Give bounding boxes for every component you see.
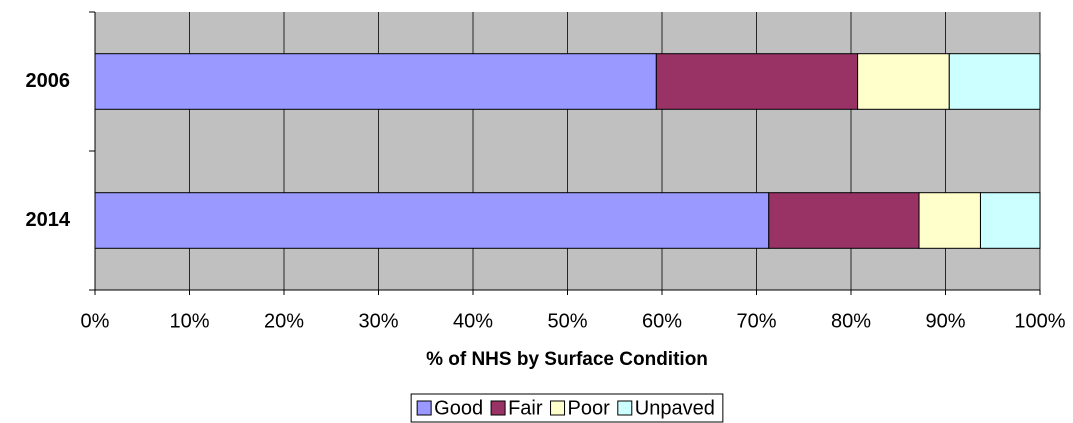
x-tick-label: 100% (1014, 310, 1065, 332)
legend-swatch (617, 400, 633, 416)
bar-segment (94, 53, 657, 110)
legend-label: Poor (568, 397, 611, 419)
bar-segment (655, 53, 859, 110)
bar-segment (94, 192, 770, 249)
legend-label: Good (434, 397, 483, 419)
x-tick-label: 0% (81, 310, 110, 332)
x-tick-label: 50% (547, 310, 587, 332)
bar-segment (857, 53, 950, 110)
legend-swatch (416, 400, 432, 416)
x-tick-label: 80% (831, 310, 871, 332)
legend-swatch (490, 400, 506, 416)
x-tick-label: 20% (264, 310, 304, 332)
bar-segment (948, 53, 1041, 110)
x-axis-label: % of NHS by Surface Condition (426, 349, 708, 370)
x-tick-label: 40% (453, 310, 493, 332)
x-tick-label: 30% (358, 310, 398, 332)
x-tick-label: 90% (925, 310, 965, 332)
y-tick-label: 2006 (26, 70, 71, 92)
bar-segment (918, 192, 981, 249)
x-tick-label: 70% (736, 310, 776, 332)
bar-segment (979, 192, 1041, 249)
bar-segment (768, 192, 920, 249)
legend-box (410, 393, 724, 423)
x-tick-label: 60% (642, 310, 682, 332)
legend-label: Unpaved (635, 397, 715, 419)
legend-swatch (550, 400, 566, 416)
y-tick-label: 2014 (26, 209, 71, 231)
x-tick-label: 10% (169, 310, 209, 332)
legend-label: Fair (508, 397, 543, 419)
